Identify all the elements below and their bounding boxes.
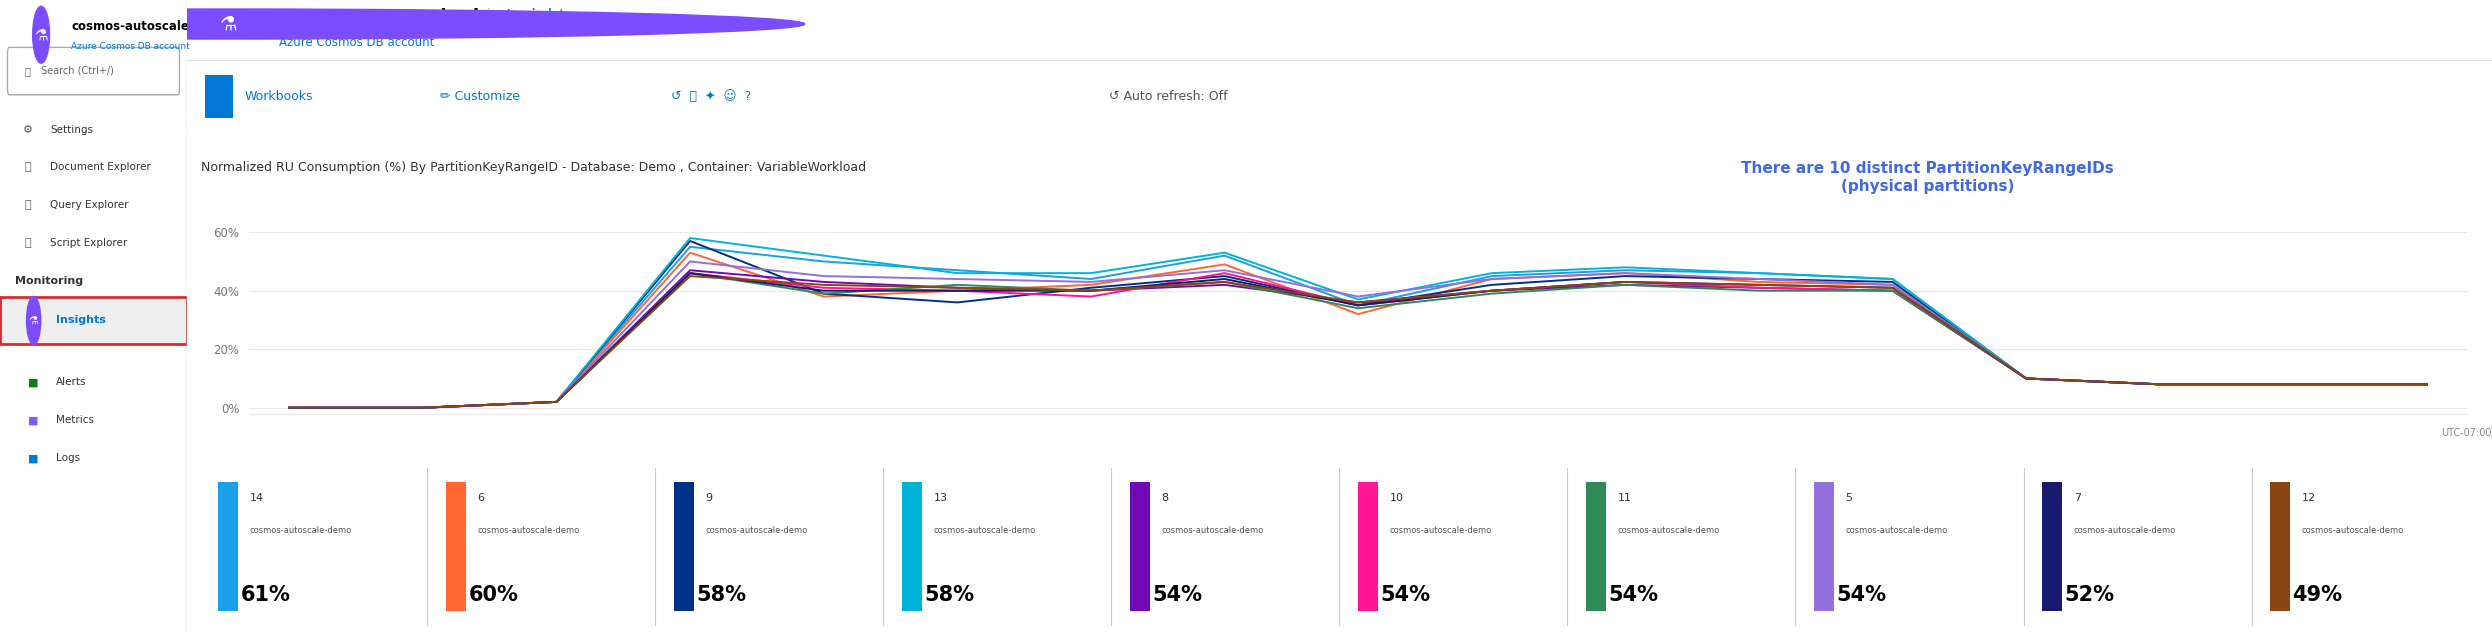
Text: There are 10 distinct PartitionKeyRangeIDs
(physical partitions): There are 10 distinct PartitionKeyRangeI… xyxy=(1742,161,2113,193)
Text: 13: 13 xyxy=(934,493,947,503)
Bar xyxy=(1358,482,1378,612)
Text: Script Explorer: Script Explorer xyxy=(50,238,127,248)
Bar xyxy=(1129,482,1151,612)
Text: 60%: 60% xyxy=(468,585,518,605)
FancyBboxPatch shape xyxy=(7,47,179,95)
FancyBboxPatch shape xyxy=(0,297,187,344)
Text: ⚙: ⚙ xyxy=(22,125,32,135)
Circle shape xyxy=(32,6,50,63)
Bar xyxy=(902,482,922,612)
Text: 12: 12 xyxy=(2303,493,2315,503)
Text: Normalized RU Consumption (%) By PartitionKeyRangeID - Database: Demo , Containe: Normalized RU Consumption (%) By Partiti… xyxy=(202,161,867,174)
Text: cosmos-autoscale-demo: cosmos-autoscale-demo xyxy=(2073,526,2176,535)
Text: 54%: 54% xyxy=(1151,585,1204,605)
Text: Insights: Insights xyxy=(506,8,576,26)
Bar xyxy=(204,75,234,118)
Text: 5: 5 xyxy=(1847,493,1852,503)
Text: Settings: Settings xyxy=(50,125,95,135)
Text: 54%: 54% xyxy=(1381,585,1430,605)
Text: 9: 9 xyxy=(705,493,713,503)
Text: Search (Ctrl+/): Search (Ctrl+/) xyxy=(40,66,115,76)
Text: 6: 6 xyxy=(478,493,483,503)
Text: 54%: 54% xyxy=(1837,585,1886,605)
Bar xyxy=(2041,482,2063,612)
Text: cosmos-autoscale-demo: cosmos-autoscale-demo xyxy=(478,526,581,535)
Text: cosmos-autoscale-demo: cosmos-autoscale-demo xyxy=(1617,526,1719,535)
Text: cosmos-autoscale-demo: cosmos-autoscale-demo xyxy=(705,526,807,535)
Text: Alerts: Alerts xyxy=(55,377,87,387)
Text: |: | xyxy=(478,8,496,26)
Text: Insights: Insights xyxy=(55,315,107,325)
Text: Metrics: Metrics xyxy=(55,415,95,425)
Bar xyxy=(1814,482,1834,612)
Text: cosmos-autoscale-demo: cosmos-autoscale-demo xyxy=(70,20,229,33)
Text: ■: ■ xyxy=(27,415,40,425)
Text: Monitoring: Monitoring xyxy=(15,276,82,286)
Text: ⚗: ⚗ xyxy=(35,27,47,42)
Text: cosmos-autoscale-demo: cosmos-autoscale-demo xyxy=(2303,526,2405,535)
Text: cosmos-autoscale-demo: cosmos-autoscale-demo xyxy=(1847,526,1949,535)
Text: 8: 8 xyxy=(1161,493,1169,503)
Text: 7: 7 xyxy=(2073,493,2081,503)
Text: cosmos-autoscale-demo: cosmos-autoscale-demo xyxy=(279,8,523,26)
Text: 58%: 58% xyxy=(925,585,974,605)
Text: ⚗: ⚗ xyxy=(219,15,237,33)
Text: Document Explorer: Document Explorer xyxy=(50,162,152,173)
Text: 🔍: 🔍 xyxy=(25,162,32,173)
Text: ↺  🔔  ✦  ☺  ?: ↺ 🔔 ✦ ☺ ? xyxy=(670,90,750,103)
Text: ✏ Customize: ✏ Customize xyxy=(441,90,521,103)
Circle shape xyxy=(0,9,805,39)
Text: Azure Cosmos DB account: Azure Cosmos DB account xyxy=(279,35,434,49)
Bar xyxy=(2270,482,2290,612)
Text: ⚗: ⚗ xyxy=(27,315,40,325)
Text: 58%: 58% xyxy=(695,585,748,605)
Bar xyxy=(1585,482,1607,612)
Text: UTC-07:00: UTC-07:00 xyxy=(2442,428,2492,438)
Circle shape xyxy=(27,296,40,344)
Text: 10: 10 xyxy=(1391,493,1403,503)
Text: cosmos-autoscale-demo: cosmos-autoscale-demo xyxy=(1391,526,1493,535)
Text: Azure Cosmos DB account: Azure Cosmos DB account xyxy=(70,42,189,51)
Text: Workbooks: Workbooks xyxy=(244,90,314,103)
Bar xyxy=(446,482,466,612)
Text: 🔍: 🔍 xyxy=(25,66,30,76)
Text: 49%: 49% xyxy=(2293,585,2342,605)
Text: Logs: Logs xyxy=(55,453,80,463)
Bar xyxy=(673,482,695,612)
Text: cosmos-autoscale-demo: cosmos-autoscale-demo xyxy=(249,526,351,535)
Text: 11: 11 xyxy=(1617,493,1632,503)
Text: 14: 14 xyxy=(249,493,264,503)
Bar xyxy=(217,482,239,612)
Text: ■: ■ xyxy=(27,453,40,463)
Text: 🔍: 🔍 xyxy=(25,238,32,248)
Text: 52%: 52% xyxy=(2063,585,2116,605)
Text: 🔍: 🔍 xyxy=(25,200,32,210)
Text: cosmos-autoscale-demo: cosmos-autoscale-demo xyxy=(1161,526,1263,535)
Text: 61%: 61% xyxy=(239,585,289,605)
Text: ■: ■ xyxy=(27,377,40,387)
Text: cosmos-autoscale-demo: cosmos-autoscale-demo xyxy=(934,526,1037,535)
Text: Query Explorer: Query Explorer xyxy=(50,200,130,210)
Text: ↺ Auto refresh: Off: ↺ Auto refresh: Off xyxy=(1109,90,1229,103)
Text: 54%: 54% xyxy=(1607,585,1660,605)
